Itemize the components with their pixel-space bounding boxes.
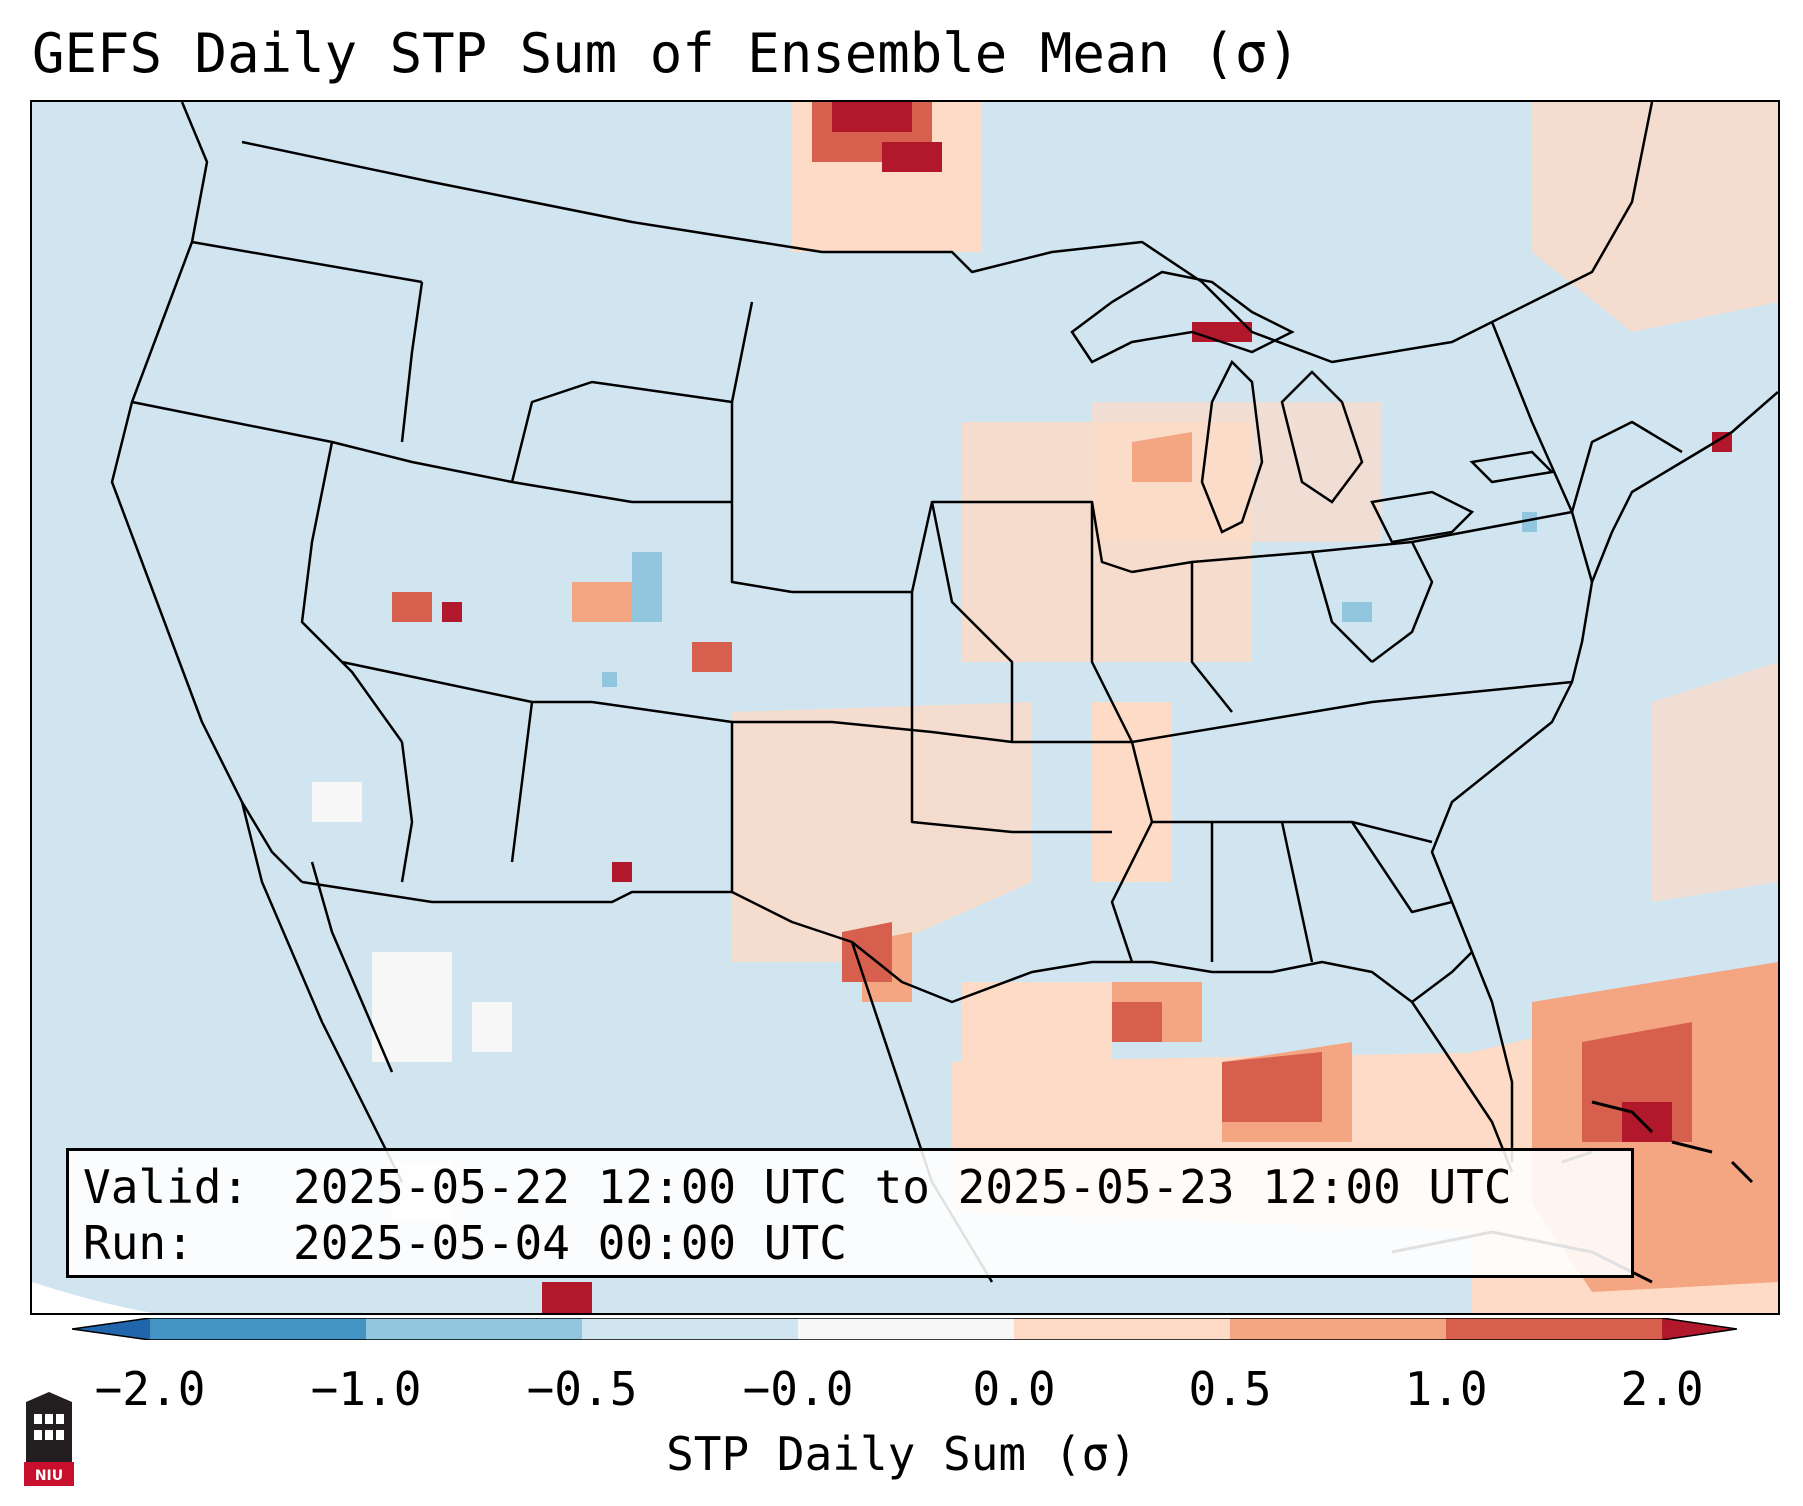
colorbar-tick-label: 0.0 (972, 1362, 1056, 1416)
colorbar (72, 1318, 1737, 1340)
run-label: Run: (83, 1216, 194, 1270)
run-row: Run: 2025-05-04 00:00 UTC (83, 1215, 1617, 1271)
colorbar-bin-2 (366, 1318, 582, 1340)
colorbar-bin-6 (1230, 1318, 1446, 1340)
valid-run-info-box: Valid: 2025-05-22 12:00 UTC to 2025-05-23… (66, 1148, 1634, 1278)
colorbar-tick-label: −0.5 (526, 1362, 638, 1416)
colorbar-tick-label: −2.0 (94, 1362, 206, 1416)
valid-label: Valid: (83, 1160, 250, 1214)
colorbar-bin-1 (150, 1318, 366, 1340)
colorbar-tick-label: −1.0 (310, 1362, 422, 1416)
colorbar-tick-label: 2.0 (1620, 1362, 1704, 1416)
chart-title: GEFS Daily STP Sum of Ensemble Mean (σ) (32, 22, 1300, 85)
great-lakes (1070, 270, 1555, 544)
colorbar-bin-4 (798, 1318, 1014, 1340)
colorbar-tick-label: −0.0 (742, 1362, 854, 1416)
niu-logo-icon: NIU (24, 1392, 74, 1486)
anomaly-negative (602, 512, 1537, 687)
valid-value: 2025-05-22 12:00 UTC to 2025-05-23 12:00… (293, 1160, 1512, 1214)
anomaly-extreme-positive (442, 102, 1732, 1313)
colorbar-bin-5 (1014, 1318, 1230, 1340)
logo-text: NIU (35, 1468, 63, 1484)
out-of-domain-region (32, 1282, 152, 1313)
colorbar-extend-min (72, 1318, 150, 1340)
geographic-boundaries (110, 102, 1778, 1283)
colorbar-extend-max (1662, 1318, 1737, 1340)
colorbar-label: STP Daily Sum (σ) (666, 1427, 1137, 1481)
colorbar-tick-label: 1.0 (1404, 1362, 1488, 1416)
map-panel (30, 100, 1780, 1315)
run-value: 2025-05-04 00:00 UTC (293, 1216, 847, 1270)
colorbar-bin-3 (582, 1318, 798, 1340)
colorbar-bin-7 (1446, 1318, 1662, 1340)
valid-row: Valid: 2025-05-22 12:00 UTC to 2025-05-23… (83, 1159, 1617, 1215)
colorbar-tick-label: 0.5 (1188, 1362, 1272, 1416)
map-canvas (32, 102, 1778, 1313)
